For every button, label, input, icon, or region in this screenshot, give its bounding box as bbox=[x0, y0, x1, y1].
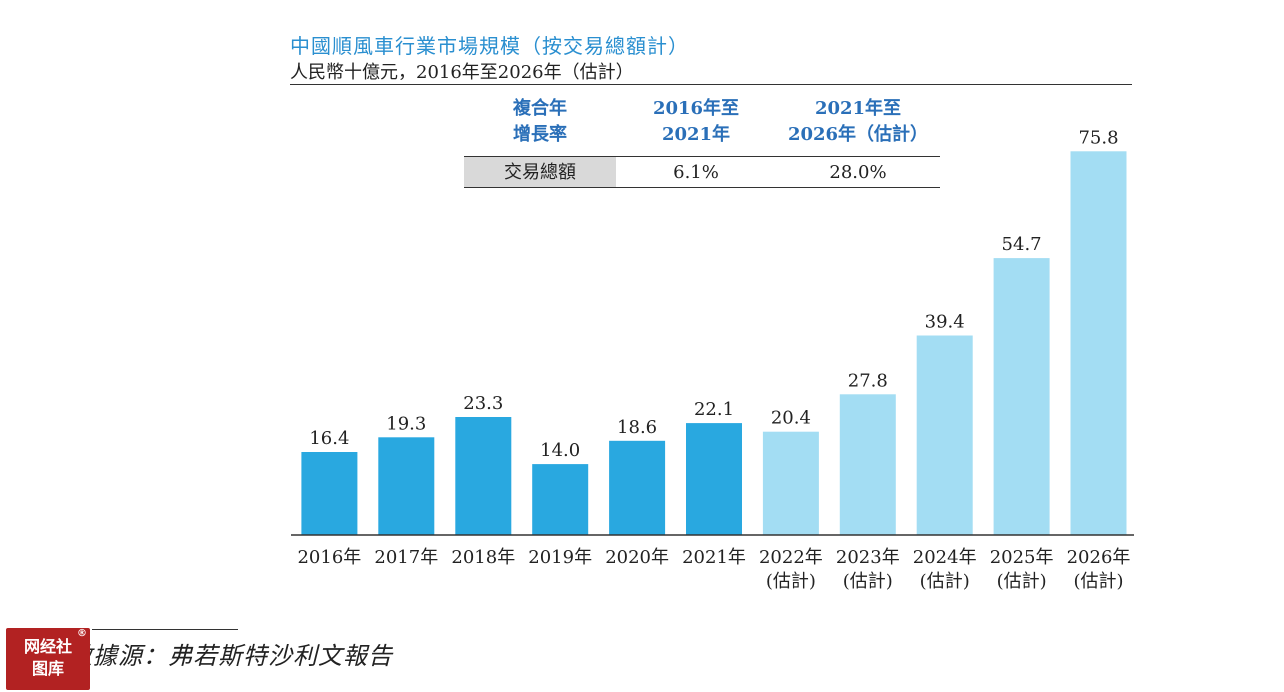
bar-1 bbox=[378, 437, 435, 535]
x-tick-label-10-sub: (估計) bbox=[1073, 571, 1123, 592]
bar-value-label-8: 39.4 bbox=[925, 312, 965, 333]
bar-2 bbox=[455, 417, 512, 535]
x-tick-label-5: 2021年 bbox=[682, 547, 746, 568]
bar-7 bbox=[839, 394, 896, 535]
x-tick-label-6: 2022年 bbox=[759, 547, 823, 568]
chart-subtitle: 人民幣十億元，2016年至2026年（估計） bbox=[290, 62, 634, 83]
cagr-header-label-line1: 複合年 bbox=[513, 98, 567, 119]
x-tick-label-2: 2018年 bbox=[451, 547, 515, 568]
x-tick-label-10: 2026年 bbox=[1067, 547, 1131, 568]
cagr-header-label-line2: 增長率 bbox=[513, 124, 567, 145]
bar-5 bbox=[686, 423, 742, 535]
bar-value-label-4: 18.6 bbox=[617, 417, 657, 438]
bar-9 bbox=[993, 258, 1050, 535]
x-tick-label-7: 2023年 bbox=[836, 547, 900, 568]
cagr-col2-header: 2021年至 2026年（估計） bbox=[776, 96, 940, 148]
cagr-col1-header: 2016年至 2021年 bbox=[616, 96, 776, 148]
x-tick-label-0: 2016年 bbox=[297, 547, 361, 568]
watermark-logo: ® 网经社 图库 bbox=[6, 628, 90, 690]
bar-value-label-7: 27.8 bbox=[848, 370, 888, 391]
cagr-col2-header-line2: 2026年（估計） bbox=[787, 124, 929, 145]
watermark-registered-mark: ® bbox=[77, 628, 87, 639]
x-tick-label-9: 2025年 bbox=[990, 547, 1054, 568]
bar-value-label-10: 75.8 bbox=[1078, 127, 1118, 148]
watermark-line2: 图库 bbox=[31, 659, 64, 678]
cagr-header-label: 複合年 增長率 bbox=[464, 96, 616, 148]
bar-value-label-0: 16.4 bbox=[309, 428, 349, 449]
cagr-col1-header-line1: 2016年至 bbox=[652, 98, 740, 119]
bar-4 bbox=[609, 440, 666, 535]
source-divider bbox=[92, 629, 238, 630]
x-tick-label-8: 2024年 bbox=[913, 547, 977, 568]
x-tick-label-9-sub: (估計) bbox=[997, 571, 1047, 592]
bar-value-label-2: 23.3 bbox=[463, 393, 503, 414]
x-tick-label-3: 2019年 bbox=[528, 547, 592, 568]
x-tick-label-7-sub: (估計) bbox=[843, 571, 893, 592]
bar-6 bbox=[762, 431, 819, 535]
cagr-col2-value: 28.0% bbox=[776, 156, 940, 188]
bar-value-label-5: 22.1 bbox=[694, 399, 734, 420]
bar-0 bbox=[301, 452, 358, 535]
x-tick-label-4: 2020年 bbox=[605, 547, 669, 568]
chart-title: 中國順風車行業市場規模（按交易總額計） bbox=[290, 34, 689, 58]
cagr-col2-header-line1: 2021年至 bbox=[814, 98, 902, 119]
source-note: 數據源：弗若斯特沙利文報告 bbox=[68, 642, 393, 670]
bar-8 bbox=[916, 335, 973, 535]
bar-value-label-1: 19.3 bbox=[386, 413, 426, 434]
bar-3 bbox=[532, 464, 589, 535]
title-divider bbox=[290, 84, 1132, 85]
bar-value-label-3: 14.0 bbox=[540, 440, 580, 461]
watermark-line1: 网经社 bbox=[23, 637, 72, 656]
x-tick-label-8-sub: (估計) bbox=[920, 571, 970, 592]
cagr-table: 複合年 增長率 2016年至 2021年 2021年至 2026年（估計） 交易… bbox=[464, 96, 940, 196]
bar-value-label-9: 54.7 bbox=[1002, 234, 1042, 255]
x-tick-label-1: 2017年 bbox=[374, 547, 438, 568]
bar-value-label-6: 20.4 bbox=[771, 408, 811, 429]
cagr-row-label: 交易總額 bbox=[464, 156, 616, 188]
bar-10 bbox=[1070, 151, 1127, 536]
x-tick-label-6-sub: (估計) bbox=[766, 571, 816, 592]
cagr-col1-value: 6.1% bbox=[616, 156, 776, 188]
cagr-col1-header-line2: 2021年 bbox=[661, 124, 731, 145]
